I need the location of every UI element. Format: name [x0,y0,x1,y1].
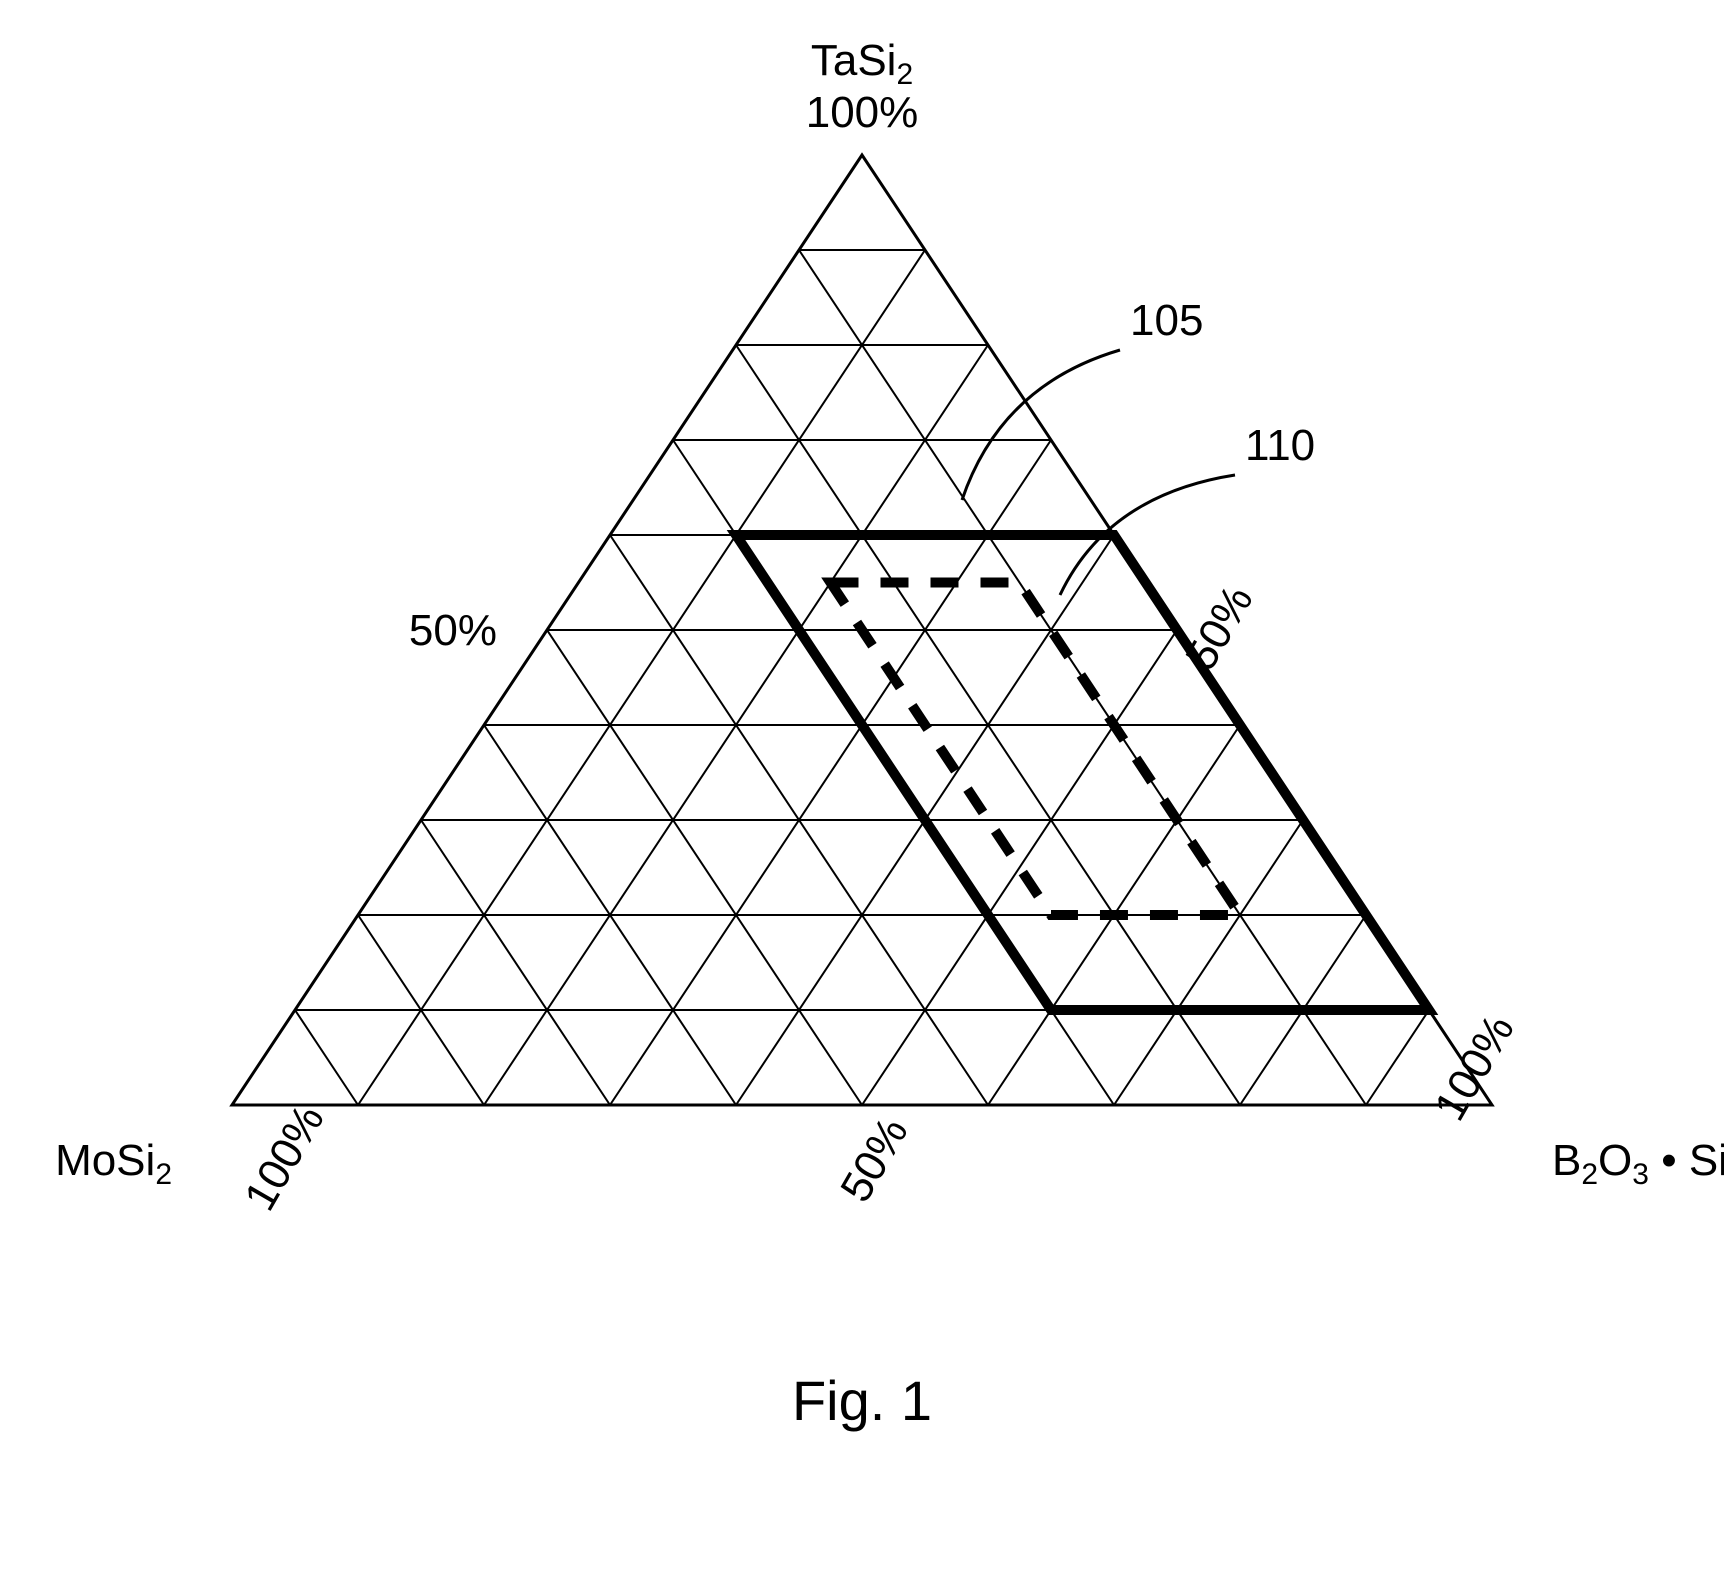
figure-caption: Fig. 1 [792,1369,932,1432]
vertex-right-compound: B2O3 • SiO2 [1552,1136,1724,1191]
vertex-left-compound: MoSi2 [55,1136,172,1191]
vertex-top-compound: TaSi2 [811,36,913,91]
vertex-left-pct: 100% [235,1097,334,1219]
tick-bottom-50: 50% [831,1109,917,1210]
callout-label: 105 [1130,296,1203,345]
tick-left-50: 50% [409,606,497,655]
vertex-top-pct: 100% [806,88,919,137]
tick-right-50: 50% [1176,577,1262,678]
callout-label: 110 [1245,421,1315,470]
